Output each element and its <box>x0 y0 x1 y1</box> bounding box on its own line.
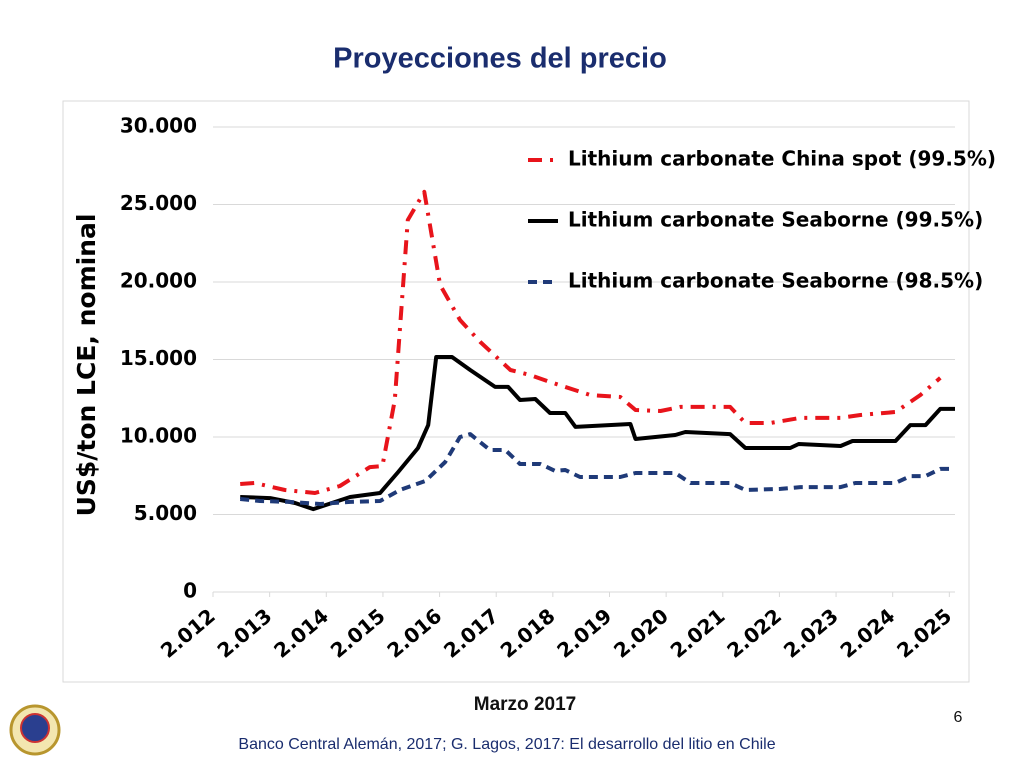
series-line <box>240 355 955 512</box>
y-tick-label: 5.000 <box>134 501 197 525</box>
slide-title: Proyecciones del precio <box>333 43 667 75</box>
y-axis-label: US$/ton LCE, nominal <box>72 214 101 517</box>
source: Banco Central Alemán, 2017; G. Lagos, 20… <box>238 736 775 753</box>
logo <box>9 704 61 756</box>
y-tick-label: 0 <box>183 579 197 603</box>
y-tick-label: 10.000 <box>120 424 197 448</box>
y-tick-label: 15.000 <box>120 346 197 370</box>
date: Marzo 2017 <box>474 694 576 715</box>
legend-label: Lithium carbonate China spot (99.5%) <box>568 147 996 171</box>
y-tick-label: 20.000 <box>120 269 197 293</box>
series-line <box>240 189 942 495</box>
y-tick-label: 30.000 <box>120 114 197 138</box>
page-number: 6 <box>954 709 963 726</box>
chart-frame <box>62 100 970 683</box>
legend-label: Lithium carbonate Seaborne (99.5%) <box>568 208 983 232</box>
y-tick-label: 25.000 <box>120 191 197 215</box>
legend-label: Lithium carbonate Seaborne (98.5%) <box>568 269 983 293</box>
series-line <box>239 432 951 506</box>
